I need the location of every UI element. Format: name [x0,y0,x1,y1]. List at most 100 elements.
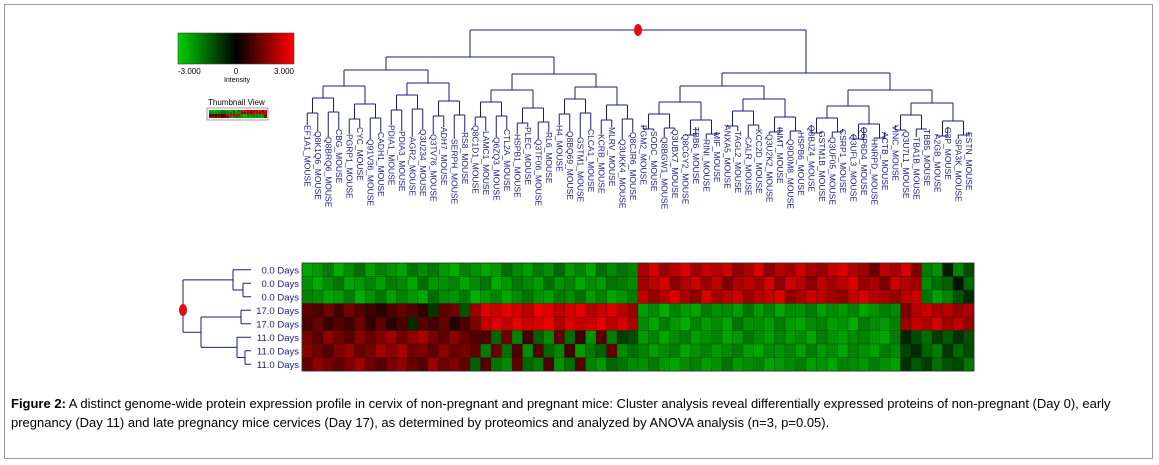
heatmap-cell [658,289,670,304]
heatmap-cell [711,343,723,358]
thumbnail-cell [252,116,256,118]
thumbnail-cell [223,110,227,112]
column-label: G3P_MOUSE [943,127,953,180]
heatmap-cell [679,289,691,304]
heatmap-cell [774,357,786,372]
heatmap-cell [753,262,765,277]
heatmap-cell [637,357,649,372]
column-label: CSRP1_MOUSE [838,129,848,194]
heatmap-cell [364,276,376,291]
heatmap-cell [343,262,355,277]
heatmap-cell [543,303,555,318]
thumbnail-cell [264,116,267,118]
heatmap-cell [910,330,922,345]
heatmap-cell [900,330,912,345]
heatmap-cell [889,289,901,304]
heatmap-cell [595,330,607,345]
heatmap-cell [795,343,807,358]
heatmap-cell [952,262,964,277]
thumbnail-cell [235,110,238,112]
column-label: CTL2A_MOUSE [502,129,512,192]
heatmap-cell [511,262,523,277]
heatmap-cell [816,343,828,358]
heatmap-cell [616,330,628,345]
heatmap-cell [501,330,513,345]
heatmap-cell [616,357,628,372]
column-label: TBA1B_MOUSE [911,137,921,200]
heatmap-cell [354,357,366,372]
heatmap-cell [417,330,429,345]
heatmap-cell [532,303,544,318]
heatmap-cell [637,303,649,318]
heatmap-cell [438,357,450,372]
thumbnail-cell [226,114,230,116]
heatmap-cell [490,343,502,358]
heatmap-cell [700,316,712,331]
heatmap-cell [448,357,460,372]
heatmap-cell [312,262,324,277]
column-label: ADH7_MOUSE [439,127,449,186]
heatmap-grid [301,262,975,372]
heatmap-cell [522,330,534,345]
heatmap-cell [721,289,733,304]
thumbnail-cell [246,116,250,118]
figure-caption: Figure 2: A distinct genome-wide protein… [11,394,1151,432]
thumbnail-cell [211,112,215,114]
heatmap-cell [627,289,639,304]
heatmap-cell [312,276,324,291]
heatmap-cell [868,330,880,345]
heatmap-cell [889,276,901,291]
heatmap-cell [501,262,513,277]
thumbnail-view[interactable]: Thumbnail View [206,98,269,121]
heatmap-cell [721,276,733,291]
heatmap-cell [826,343,838,358]
heatmap-cell [952,289,964,304]
heatmap-cell [375,303,387,318]
heatmap-cell [942,343,954,358]
heatmap-cell [585,330,597,345]
scale-title: Intensity [224,77,251,84]
heatmap-cell [690,330,702,345]
scale-max-label: 3.000 [274,67,295,76]
heatmap-cell [700,276,712,291]
heatmap-cell [742,357,754,372]
heatmap-cell [396,262,408,277]
heatmap-cell [438,289,450,304]
thumbnail-cell [209,114,212,116]
heatmap-cell [574,357,586,372]
thumbnail-cell [232,112,236,114]
thumbnail-cell [229,110,233,112]
heatmap-cell [616,343,628,358]
heatmap-cell [721,357,733,372]
heatmap-cell [742,303,754,318]
heatmap-cell [847,316,859,331]
heatmap-cell [448,262,460,277]
heatmap-cell [438,330,450,345]
heatmap-cell [364,262,376,277]
heatmap-cell [595,357,607,372]
column-label: HSPB6_MOUSE [796,132,806,196]
column-label: SODC_MOUSE [649,131,659,192]
heatmap-cell [574,262,586,277]
heatmap-cell [490,276,502,291]
heatmap-cell [963,357,975,372]
thumbnail-cell [258,110,262,112]
heatmap-cell [543,357,555,372]
heatmap-cell [553,357,565,372]
heatmap-cell [711,330,723,345]
heatmap-cell [711,357,723,372]
heatmap-cell [501,316,513,331]
heatmap-cell [858,343,870,358]
heatmap-cell [658,262,670,277]
thumbnail-cell [240,116,244,118]
heatmap-cell [364,316,376,331]
heatmap-cell [522,316,534,331]
thumbnail-label: Thumbnail View [208,98,265,107]
thumbnail-cell [252,112,256,114]
heatmap-cell [900,289,912,304]
heatmap-cell [553,262,565,277]
heatmap-cell [784,316,796,331]
heatmap-cell [805,289,817,304]
column-label: CBG_MOUSE [334,129,344,184]
heatmap-cell [522,357,534,372]
